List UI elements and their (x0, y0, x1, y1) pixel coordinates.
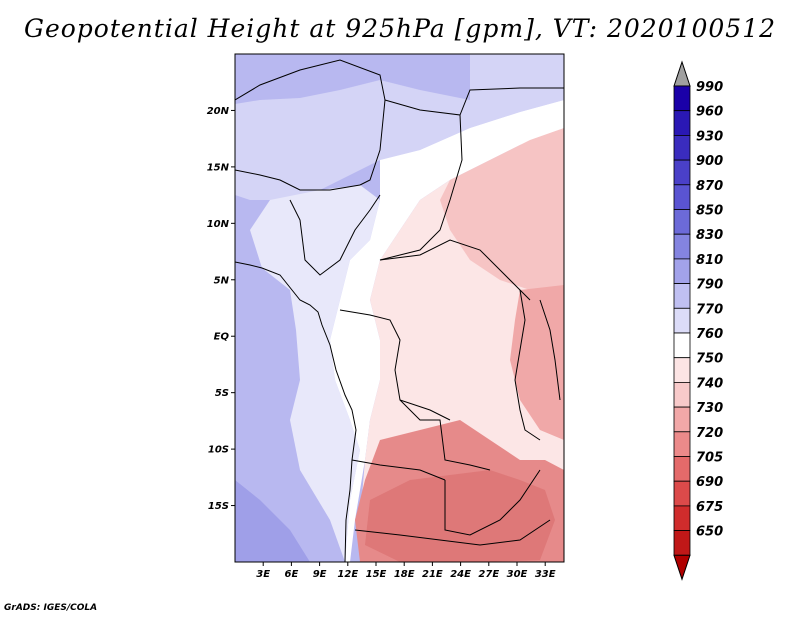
border-nigeria (289, 194, 381, 276)
border-angola (351, 459, 446, 481)
border-east-lakes (514, 289, 541, 441)
colorbar-swatch (673, 456, 691, 482)
x-tick-label: 21E (422, 569, 443, 580)
x-axis: 3E 6E 9E 12E 15E 18E 21E 24E 27E 30E 33E (256, 562, 556, 580)
border-chad (379, 99, 463, 261)
x-tick-label: 18E (394, 569, 415, 580)
border-tanzania (539, 299, 561, 401)
colorbar-swatch (673, 530, 691, 556)
x-tick-label: 33E (535, 569, 556, 580)
colorbar-swatch (673, 85, 691, 112)
x-tick-label: 3E (256, 569, 270, 580)
colorbar-label: 850 (696, 204, 723, 219)
chart-title: Geopotential Height at 925hPa [gpm], VT:… (23, 14, 777, 43)
colorbar-label: 705 (696, 451, 723, 466)
colorbar-label: 720 (696, 426, 723, 441)
colorbar-label: 870 (696, 179, 723, 194)
colorbar-swatch (673, 283, 691, 309)
field-pink-east (510, 285, 564, 440)
field-white-band (330, 100, 564, 562)
colorbar-swatch (673, 134, 691, 161)
colorbar-swatch (673, 233, 691, 260)
colorbar-label: 790 (696, 278, 723, 293)
colorbar-label: 900 (696, 154, 723, 169)
colorbar-swatch (673, 110, 691, 136)
border-south (354, 519, 551, 546)
field-north-dark (235, 54, 470, 104)
field-ocean (235, 268, 345, 562)
field-south-deep (365, 470, 555, 562)
y-tick-label: 5S (215, 388, 229, 399)
x-tick-label: 9E (313, 569, 327, 580)
x-tick-label: 27E (478, 569, 499, 580)
colorbar-swatch (673, 480, 691, 507)
border-zambia (444, 469, 541, 536)
border-drc-south (399, 399, 491, 471)
colorbar-label: 770 (696, 302, 723, 317)
colorbar-label: 810 (696, 253, 723, 268)
colorbar-top-arrow (673, 60, 691, 87)
border-west-1 (235, 169, 361, 191)
y-tick-label: 5N (214, 275, 230, 286)
colorbar-bottom-arrow (673, 554, 691, 581)
colorbar-swatch (673, 431, 691, 457)
colorbar-swatch (673, 184, 691, 210)
colorbar-label: 960 (696, 105, 723, 120)
y-tick-label: 10S (208, 445, 229, 456)
x-tick-label: 15E (366, 569, 387, 580)
x-tick-label: 6E (285, 569, 299, 580)
colorbar: 990 960 930 900 870 850 830 810 790 770 760 750 740 7… (673, 60, 723, 581)
colorbar-label: 990 (696, 80, 723, 95)
field-ocean-deep (235, 480, 310, 562)
colorbar-label: 690 (696, 475, 723, 490)
y-axis: 20N 15N 10N 5N EQ 5S 10S 15S (207, 106, 235, 512)
colorbar-swatch (673, 357, 691, 383)
colorbar-swatch (673, 332, 691, 359)
colorbar-swatch (673, 159, 691, 186)
colorbar-label: 930 (696, 129, 723, 144)
field-west-land (250, 185, 380, 562)
y-tick-label: EQ (214, 332, 230, 343)
y-tick-label: 20N (207, 106, 230, 117)
colorbar-label: 650 (696, 525, 723, 540)
borders (235, 59, 564, 562)
colorbar-swatch (673, 209, 691, 235)
height-field (235, 54, 564, 562)
colorbar-label: 730 (696, 401, 723, 416)
credit-label: GrADS: IGES/COLA (4, 603, 98, 613)
plot-frame (234, 53, 565, 563)
colorbar-label: 750 (696, 352, 723, 367)
colorbar-label: 740 (696, 376, 723, 391)
border-sahara (235, 59, 386, 186)
x-tick-label: 24E (450, 569, 471, 580)
x-tick-label: 30E (507, 569, 528, 580)
colorbar-label: 830 (696, 228, 723, 243)
border-congo (339, 309, 451, 421)
colorbar-swatch (673, 307, 691, 334)
y-tick-label: 15N (207, 162, 230, 173)
colorbar-swatch (673, 381, 691, 408)
colorbar-swatch (673, 406, 691, 433)
y-tick-label: 15S (208, 501, 229, 512)
border-sudan (459, 87, 564, 116)
field-pink (440, 128, 564, 300)
colorbar-label: 760 (696, 327, 723, 342)
colorbar-swatch (673, 258, 691, 284)
y-tick-label: 10N (207, 219, 230, 230)
x-tick-label: 12E (337, 569, 358, 580)
colorbar-swatch (673, 505, 691, 531)
colorbar-label: 675 (696, 500, 723, 515)
coastline-west (235, 261, 357, 562)
